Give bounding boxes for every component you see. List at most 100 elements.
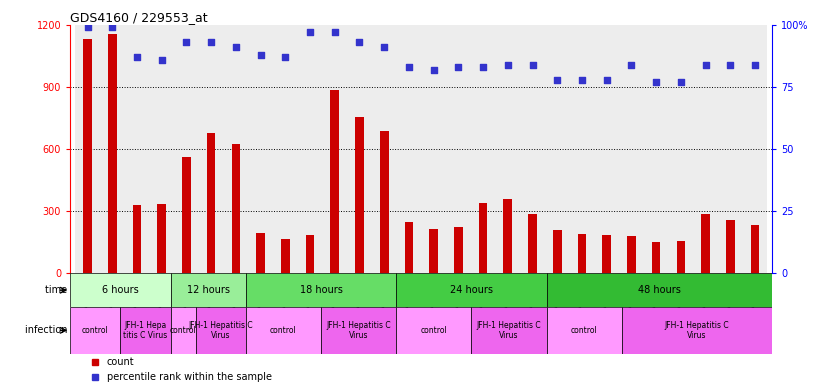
- Text: 6 hours: 6 hours: [102, 285, 139, 295]
- Bar: [622, 307, 772, 354]
- Text: control: control: [270, 326, 297, 335]
- Bar: [577, 234, 586, 273]
- Bar: [652, 242, 661, 273]
- Point: [402, 64, 415, 70]
- Point: [748, 62, 762, 68]
- Bar: [330, 90, 339, 273]
- Bar: [396, 25, 421, 273]
- Bar: [256, 233, 265, 273]
- Text: control: control: [571, 326, 598, 335]
- Bar: [396, 307, 472, 354]
- Point: [452, 64, 465, 70]
- Point: [81, 24, 94, 30]
- Bar: [246, 307, 321, 354]
- Point: [106, 24, 119, 30]
- Bar: [297, 25, 322, 273]
- Point: [526, 62, 539, 68]
- Bar: [158, 204, 166, 273]
- Text: time: time: [45, 285, 70, 295]
- Bar: [70, 273, 170, 307]
- Bar: [321, 307, 396, 354]
- Bar: [668, 25, 693, 273]
- Bar: [504, 199, 512, 273]
- Text: 48 hours: 48 hours: [638, 285, 681, 295]
- Bar: [547, 273, 772, 307]
- Text: count: count: [107, 357, 135, 367]
- Bar: [602, 235, 611, 273]
- Bar: [405, 222, 413, 273]
- Bar: [676, 241, 685, 273]
- Point: [551, 76, 564, 83]
- Point: [254, 52, 267, 58]
- Bar: [281, 239, 290, 273]
- Bar: [355, 117, 363, 273]
- Point: [180, 39, 193, 45]
- Text: JFH-1 Hepa
titis C Virus: JFH-1 Hepa titis C Virus: [123, 321, 168, 340]
- Bar: [224, 25, 248, 273]
- Bar: [196, 307, 246, 354]
- Point: [624, 62, 638, 68]
- Point: [131, 54, 144, 60]
- Point: [278, 54, 292, 60]
- Bar: [125, 25, 150, 273]
- Point: [328, 29, 341, 35]
- Bar: [547, 307, 622, 354]
- Bar: [496, 25, 520, 273]
- Bar: [170, 273, 246, 307]
- Bar: [595, 25, 619, 273]
- Bar: [150, 25, 174, 273]
- Bar: [380, 131, 388, 273]
- Point: [427, 66, 440, 73]
- Bar: [170, 307, 196, 354]
- Bar: [619, 25, 643, 273]
- Bar: [726, 220, 734, 273]
- Text: JFH-1 Hepatitis C
Virus: JFH-1 Hepatitis C Virus: [326, 321, 391, 340]
- Bar: [751, 225, 759, 273]
- Bar: [83, 40, 92, 273]
- Bar: [372, 25, 396, 273]
- Text: control: control: [82, 326, 109, 335]
- Point: [674, 79, 687, 85]
- Text: 12 hours: 12 hours: [187, 285, 230, 295]
- Point: [205, 39, 218, 45]
- Bar: [570, 25, 595, 273]
- Bar: [306, 235, 315, 273]
- Bar: [643, 25, 668, 273]
- Bar: [108, 34, 116, 273]
- Bar: [520, 25, 545, 273]
- Text: JFH-1 Hepatitis C
Virus: JFH-1 Hepatitis C Virus: [477, 321, 541, 340]
- Bar: [627, 236, 636, 273]
- Bar: [454, 227, 463, 273]
- Bar: [446, 25, 471, 273]
- Text: infection: infection: [25, 325, 70, 335]
- Bar: [472, 307, 547, 354]
- Bar: [206, 132, 216, 273]
- Text: control: control: [420, 326, 447, 335]
- Text: 24 hours: 24 hours: [450, 285, 493, 295]
- Bar: [248, 25, 273, 273]
- Point: [724, 62, 737, 68]
- Bar: [430, 229, 438, 273]
- Point: [649, 79, 662, 85]
- Bar: [121, 307, 170, 354]
- Bar: [273, 25, 297, 273]
- Point: [501, 62, 515, 68]
- Bar: [701, 214, 710, 273]
- Bar: [231, 144, 240, 273]
- Bar: [479, 203, 487, 273]
- Text: JFH-1 Hepatitis C
Virus: JFH-1 Hepatitis C Virus: [665, 321, 729, 340]
- Point: [477, 64, 490, 70]
- Bar: [182, 157, 191, 273]
- Text: percentile rank within the sample: percentile rank within the sample: [107, 372, 272, 382]
- Bar: [347, 25, 372, 273]
- Bar: [174, 25, 199, 273]
- Bar: [75, 25, 100, 273]
- Text: JFH-1 Hepatitis C
Virus: JFH-1 Hepatitis C Virus: [188, 321, 253, 340]
- Bar: [246, 273, 396, 307]
- Bar: [545, 25, 570, 273]
- Point: [600, 76, 613, 83]
- Text: control: control: [169, 326, 197, 335]
- Bar: [100, 25, 125, 273]
- Point: [230, 44, 243, 50]
- Bar: [396, 273, 547, 307]
